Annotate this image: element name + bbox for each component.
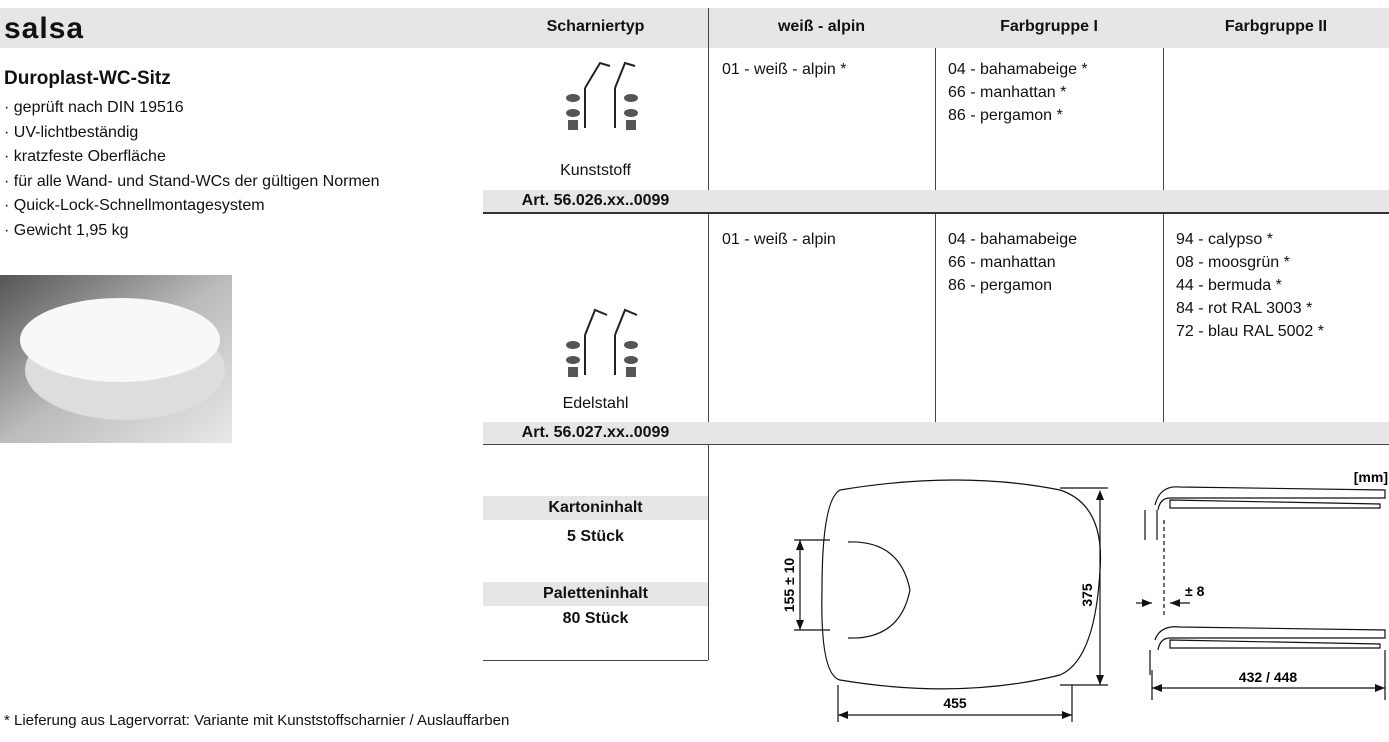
color: 08 - moosgrün *: [1176, 254, 1290, 271]
feature: · geprüft nach DIN 19516: [4, 99, 184, 116]
feature: · Gewicht 1,95 kg: [4, 221, 129, 239]
pallet-value: 80 Stück: [562, 610, 629, 627]
technical-drawing: [mm] 155 ± 10 375 455 ± 8 432 / 448: [781, 469, 1388, 722]
color: 72 - blau RAL 5002 *: [1176, 323, 1324, 340]
product-photo: [0, 275, 232, 443]
dimension-label: 375: [1079, 583, 1095, 607]
color: 84 - rot RAL 3003 *: [1176, 300, 1313, 317]
pallet-label: Paletteninhalt: [483, 582, 708, 606]
feature: · kratzfeste Oberfläche: [4, 148, 166, 165]
unit-label: [mm]: [1354, 469, 1388, 485]
header-bar: [0, 8, 1389, 48]
feature-list: · geprüft nach DIN 19516 · UV-lichtbestä…: [4, 96, 380, 243]
article-row: [483, 422, 1389, 444]
color: 94 - calypso *: [1176, 231, 1273, 248]
product-name: Duroplast-WC-Sitz: [4, 68, 171, 89]
color-list: 01 - weiß - alpin *: [722, 58, 847, 81]
color-list: 01 - weiß - alpin: [722, 228, 836, 251]
column-header: weiß - alpin: [777, 18, 866, 35]
carton-label: Kartoninhalt: [483, 496, 708, 520]
hinge-type: Kunststoff: [560, 162, 631, 179]
article-row: [483, 190, 1389, 212]
hinge-icon: [566, 61, 638, 130]
article-number: Art. 56.026.xx..0099: [521, 192, 670, 209]
title: salsa: [4, 12, 85, 45]
hinge-icon: [566, 308, 638, 377]
color: 01 - weiß - alpin *: [722, 61, 847, 78]
hinge-type: Edelstahl: [562, 395, 629, 412]
color: 86 - pergamon: [948, 277, 1053, 294]
dimension-label: 155 ± 10: [781, 558, 797, 613]
article-number: Art. 56.027.xx..0099: [521, 424, 670, 441]
dimension-label: 455: [943, 695, 967, 711]
carton-value: 5 Stück: [567, 528, 624, 545]
feature: · für alle Wand- und Stand-WCs der gülti…: [4, 172, 380, 190]
color: 04 - bahamabeige: [948, 231, 1077, 248]
color: 66 - manhattan *: [948, 84, 1067, 101]
dimension-label: ± 8: [1185, 583, 1205, 599]
color-list: 04 - bahamabeige * 66 - manhattan * 86 -…: [948, 58, 1088, 127]
column-header: Farbgruppe II: [1224, 18, 1328, 35]
color: 44 - bermuda *: [1176, 277, 1282, 294]
color: 66 - manhattan: [948, 254, 1056, 271]
color: 04 - bahamabeige *: [948, 61, 1088, 78]
color: 86 - pergamon *: [948, 107, 1063, 124]
feature: · UV-lichtbeständig: [4, 123, 139, 141]
color: 01 - weiß - alpin: [722, 231, 836, 248]
column-header: Farbgruppe I: [1000, 18, 1098, 35]
feature: · Quick-Lock-Schnellmontagesystem: [4, 197, 265, 214]
color-list: 94 - calypso * 08 - moosgrün * 44 - berm…: [1176, 228, 1324, 343]
dimension-label: 432 / 448: [1239, 669, 1298, 685]
footnote: * Lieferung aus Lagervorrat: Variante mi…: [4, 712, 510, 729]
color-list: 04 - bahamabeige 66 - manhattan 86 - per…: [948, 228, 1077, 297]
column-header: Scharniertyp: [546, 18, 645, 35]
